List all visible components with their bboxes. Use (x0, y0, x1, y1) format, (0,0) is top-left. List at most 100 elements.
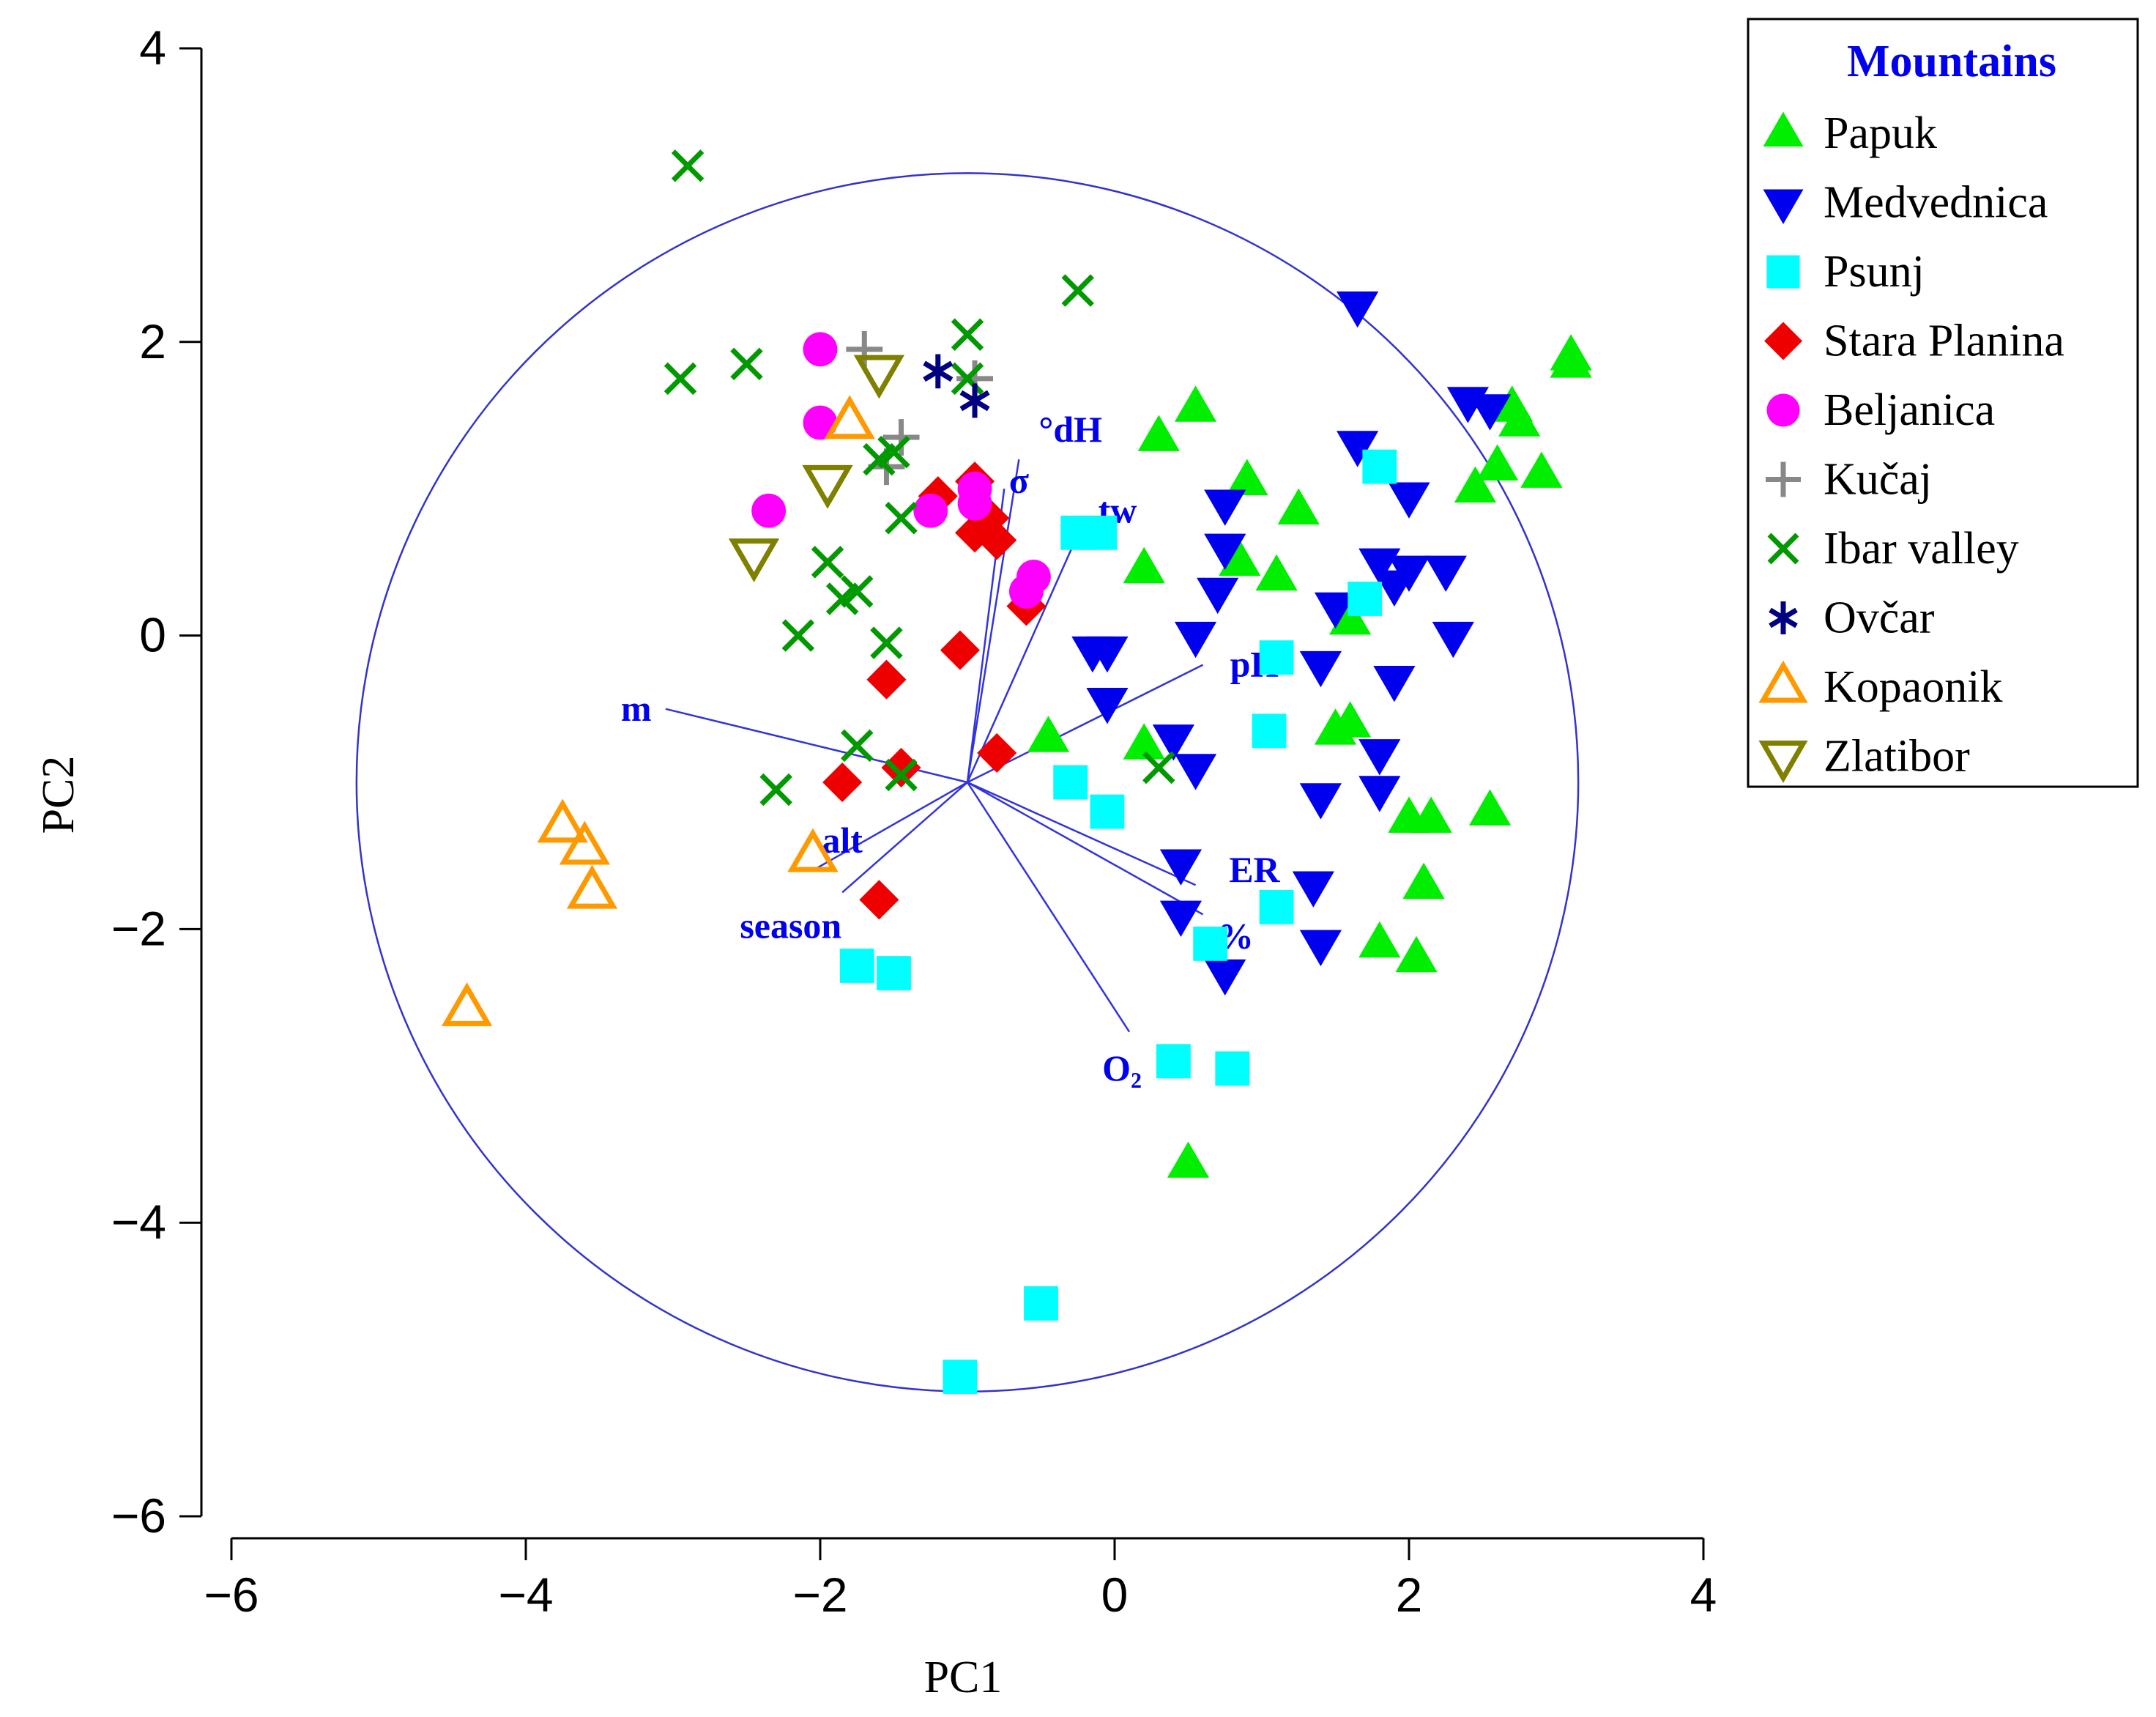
data-point (1468, 394, 1512, 431)
data-point (1053, 765, 1088, 800)
y-axis-title: PC2 (34, 756, 83, 834)
vector-label: σ (1009, 460, 1029, 501)
loading-vector (665, 708, 968, 784)
legend-entry-label: Ovčar (1824, 593, 1935, 643)
data-point (1299, 650, 1342, 688)
data-point (671, 149, 705, 182)
data-point (1252, 713, 1287, 749)
data-point (1468, 789, 1512, 826)
data-point (923, 354, 954, 389)
vector-label: season (740, 905, 841, 946)
series-beljanica (751, 332, 1051, 609)
legend-marker (1766, 461, 1801, 497)
series-medvednica (1071, 291, 1512, 996)
data-point (977, 733, 1017, 773)
data-point (1123, 546, 1165, 584)
x-tick-label: −6 (204, 1568, 259, 1622)
legend-marker (1758, 740, 1808, 783)
data-point (1123, 723, 1165, 760)
data-point (1219, 539, 1261, 576)
data-point (1009, 574, 1044, 609)
data-point (977, 520, 1017, 560)
data-point (1086, 688, 1129, 724)
legend-entry-label: Medvednica (1824, 178, 2048, 228)
x-tick-label: −2 (792, 1568, 847, 1622)
data-point (1358, 776, 1401, 812)
data-point (730, 347, 763, 381)
y-tick-label: 2 (139, 314, 166, 368)
legend-marker (1766, 255, 1800, 289)
x-axis-title: PC1 (924, 1653, 1003, 1702)
loading-vector (967, 781, 1204, 916)
data-point (1167, 1141, 1210, 1178)
data-point (1174, 754, 1217, 790)
legend-marker (1764, 322, 1802, 360)
data-point (959, 383, 990, 418)
legend-entry-label: Ibar valley (1824, 524, 2019, 574)
legend-entry-label: Kopaonik (1824, 662, 2003, 712)
data-point (728, 538, 780, 582)
data-point (1432, 621, 1474, 659)
data-point (824, 395, 875, 440)
vector-label: °dH (1038, 409, 1102, 450)
data-point (1215, 1051, 1250, 1086)
data-point (759, 773, 792, 806)
data-point (1388, 482, 1430, 519)
axes: 4 2 0 −2 −4 −6 −6 −4 −2 0 2 4 (111, 21, 1717, 1622)
legend-entry-label: Psunj (1824, 247, 1925, 297)
data-point (1550, 341, 1592, 378)
legend-marker (1763, 189, 1804, 224)
series-ov-ar (923, 354, 990, 418)
data-point (1476, 444, 1519, 481)
y-tick-label: −6 (111, 1488, 166, 1543)
legend-marker (1766, 393, 1800, 427)
data-point (957, 486, 992, 521)
x-tick-label: 0 (1101, 1568, 1129, 1622)
data-point (951, 318, 984, 352)
data-point (885, 758, 918, 792)
series-papuk (1027, 334, 1592, 1178)
series-kopaonik (441, 395, 875, 1026)
data-point (885, 502, 918, 535)
series-psunj (839, 449, 1397, 1395)
data-point (1292, 871, 1334, 908)
data-point (1024, 1286, 1058, 1321)
legend-entry-label: Beljanica (1824, 385, 1995, 435)
legend-title: Mountains (1847, 37, 2056, 86)
data-point (913, 493, 948, 528)
loading-vector (812, 781, 968, 872)
data-point (1204, 959, 1246, 996)
legend-frame (1747, 18, 2139, 788)
x-tick-label: −4 (498, 1568, 553, 1622)
data-point (877, 956, 911, 990)
legend-marker (1769, 601, 1798, 634)
data-point (839, 949, 874, 983)
legend-entry-label: Kučaj (1824, 455, 1932, 505)
data-point (1348, 582, 1383, 616)
series-zlatibor (728, 355, 905, 582)
data-point (802, 464, 853, 509)
data-point (1082, 515, 1118, 550)
data-point (943, 1360, 978, 1395)
y-tick-label: 0 (139, 608, 166, 662)
data-point (1174, 385, 1217, 422)
data-point (1137, 415, 1180, 451)
data-point (781, 619, 815, 652)
data-point (1159, 900, 1202, 937)
loading-vector (966, 782, 1131, 1033)
data-point (441, 982, 493, 1026)
data-point (822, 762, 863, 803)
data-point (1337, 291, 1379, 328)
data-point (1071, 636, 1114, 673)
data-point (1373, 570, 1416, 607)
data-point (803, 332, 838, 367)
data-point (1156, 1044, 1191, 1079)
data-point (811, 546, 844, 579)
data-point (1259, 889, 1294, 924)
data-point (1329, 598, 1372, 635)
data-point (566, 864, 618, 909)
y-tick-label: −4 (111, 1195, 166, 1249)
vector-label: m (621, 688, 652, 729)
data-point (1373, 665, 1416, 702)
